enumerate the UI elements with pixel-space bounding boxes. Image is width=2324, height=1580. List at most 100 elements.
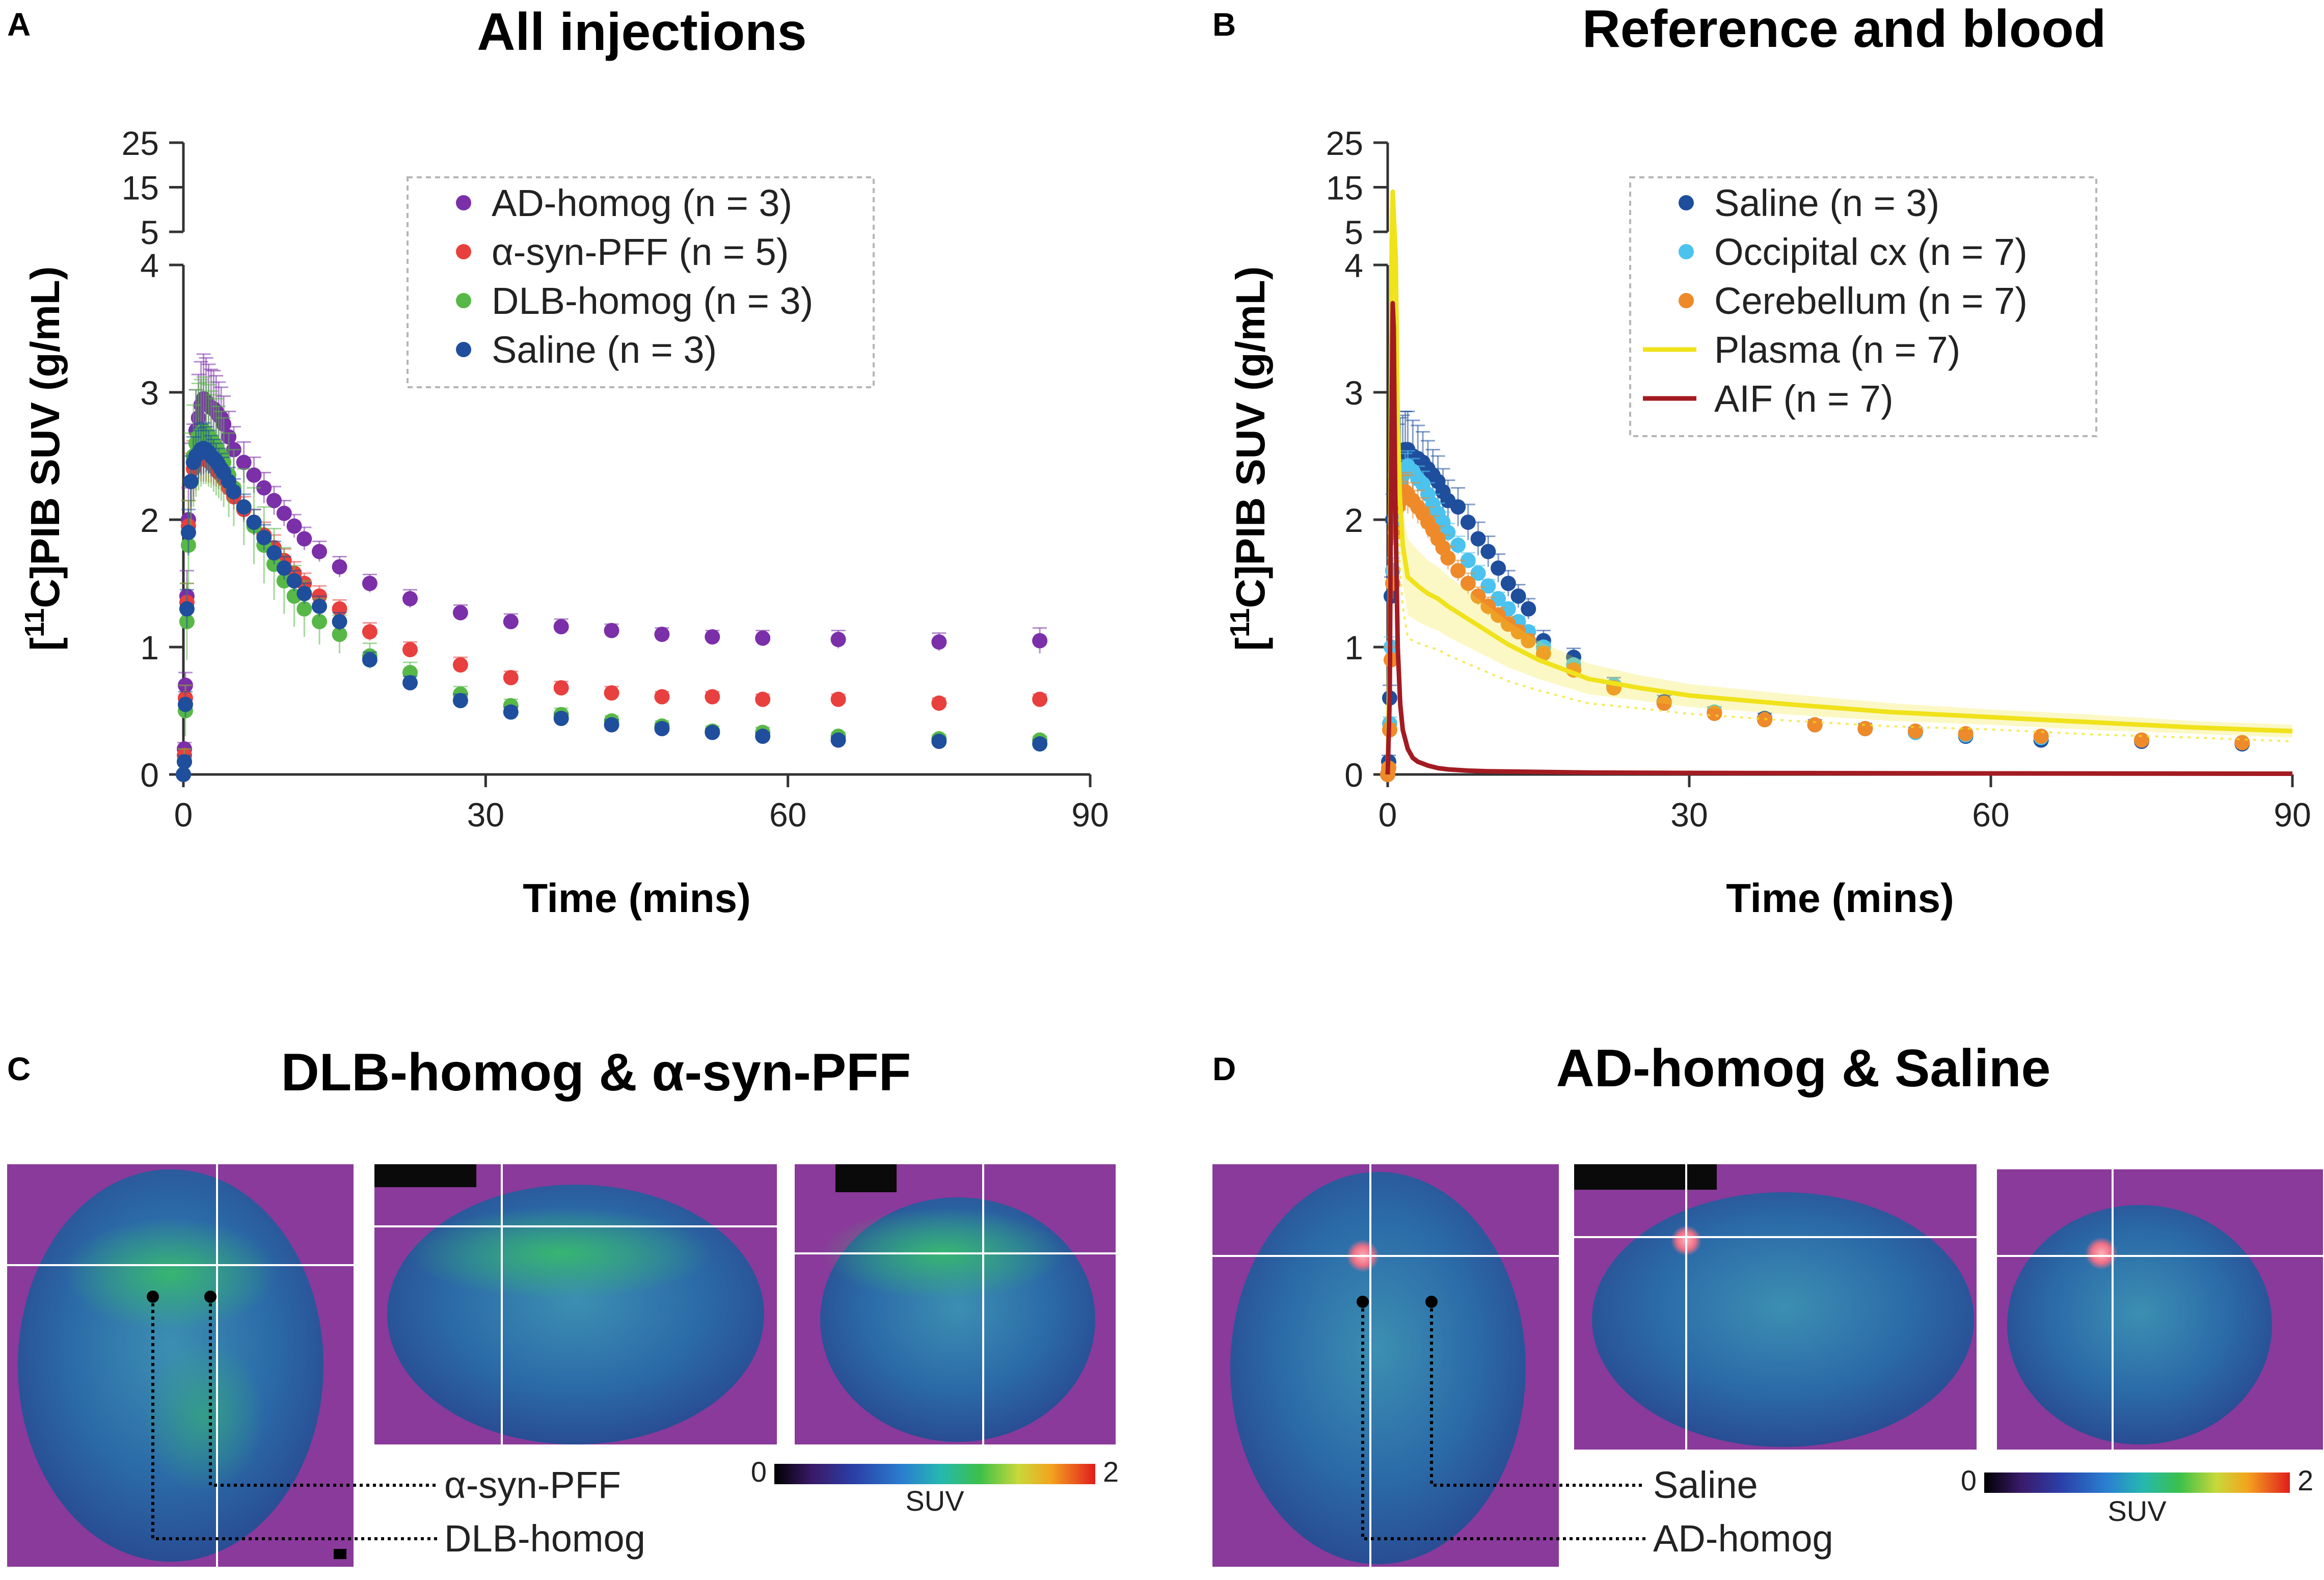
data-point-saline bbox=[1470, 531, 1486, 547]
y-tick-label: 4 bbox=[1344, 247, 1363, 284]
legend-label-occipital: Occipital cx (n = 7) bbox=[1714, 231, 2028, 273]
data-point-asyn_pff bbox=[1032, 691, 1048, 707]
callout-line-d1 bbox=[1430, 1302, 1645, 1487]
x-tick-label: 60 bbox=[1972, 796, 2009, 834]
y-tick-label: 2 bbox=[140, 501, 159, 539]
y-axis-label-b-open: [ bbox=[1228, 637, 1273, 651]
x-tick-label: 90 bbox=[2274, 796, 2311, 834]
legend-label-ad_homog: AD-homog (n = 3) bbox=[492, 182, 792, 224]
panel-label-c: C bbox=[7, 1051, 31, 1087]
panel-title-d: AD-homog & Saline bbox=[1556, 1039, 2051, 1098]
data-point-ad_homog bbox=[246, 467, 262, 483]
data-point-cerebellum bbox=[1510, 624, 1526, 639]
data-point-ad_homog bbox=[830, 632, 846, 647]
colorbar-c-gradient bbox=[774, 1464, 1095, 1484]
data-point-saline bbox=[176, 767, 191, 782]
data-point-ad_homog bbox=[402, 591, 418, 606]
data-point-ad_homog bbox=[256, 480, 272, 496]
colorbar-d-min: 0 bbox=[1961, 1464, 1977, 1496]
data-point-ad_homog bbox=[286, 518, 302, 534]
data-point-dlb_homog bbox=[296, 601, 312, 617]
x-axis-label-b: Time (mins) bbox=[1726, 875, 1954, 921]
data-point-saline bbox=[553, 711, 569, 726]
data-point-saline bbox=[755, 729, 771, 744]
legend-box bbox=[407, 176, 875, 388]
data-point-saline bbox=[1450, 499, 1466, 515]
x-tick-label: 30 bbox=[467, 796, 504, 834]
y-tick-label: 3 bbox=[140, 374, 159, 412]
y-axis-label-a-open: [ bbox=[22, 637, 68, 651]
data-point-saline bbox=[1491, 560, 1506, 576]
data-point-asyn_pff bbox=[705, 689, 720, 705]
data-point-asyn_pff bbox=[604, 685, 619, 701]
data-point-ad_homog bbox=[312, 544, 327, 559]
legend-box bbox=[1629, 176, 2097, 437]
scan-axial-d-brain bbox=[1230, 1172, 1526, 1564]
data-point-saline bbox=[705, 725, 720, 740]
y-tick-label: 1 bbox=[140, 629, 159, 666]
data-point-ad_homog bbox=[266, 493, 282, 508]
scan-label-ad-homog: AD-homog bbox=[1653, 1517, 1833, 1560]
data-point-asyn_pff bbox=[503, 670, 519, 685]
data-point-cerebellum bbox=[1707, 706, 1722, 721]
data-point-asyn_pff bbox=[362, 624, 377, 639]
data-point-ad_homog bbox=[755, 630, 771, 646]
data-point-cerebellum bbox=[1450, 563, 1466, 578]
colorbar-c: 0 2 SUV bbox=[751, 1456, 1119, 1517]
x-tick-label: 90 bbox=[1071, 796, 1109, 834]
panel-label-d: D bbox=[1212, 1051, 1236, 1087]
scan-coronal-d-hotspot bbox=[2085, 1237, 2118, 1270]
chart-title-b: Reference and blood bbox=[1582, 0, 2106, 59]
colorbar-d-label: SUV bbox=[2107, 1495, 2167, 1527]
legend-swatch-asyn_pff bbox=[456, 244, 471, 259]
data-point-saline bbox=[1500, 576, 1516, 591]
data-point-cerebellum bbox=[1908, 724, 1923, 739]
y-tick-label: 2 bbox=[1344, 501, 1363, 539]
x-tick-label: 60 bbox=[769, 796, 806, 834]
y-tick-label: 3 bbox=[1344, 374, 1363, 412]
data-point-ad_homog bbox=[452, 605, 468, 621]
data-point-saline bbox=[362, 652, 377, 667]
callout-line-c2 bbox=[151, 1297, 438, 1540]
callout-line-d2 bbox=[1361, 1302, 1645, 1540]
data-point-saline bbox=[183, 474, 199, 489]
x-tick-label: 0 bbox=[1379, 796, 1397, 834]
y-axis-label-a: [11C]PIB SUV (g/mL) bbox=[19, 266, 68, 651]
y-tick-label-broken: 5 bbox=[140, 213, 159, 251]
colorbar-c-max: 2 bbox=[1103, 1456, 1119, 1488]
legend-swatch-dlb_homog bbox=[456, 293, 471, 308]
x-axis-label-a: Time (mins) bbox=[523, 875, 751, 921]
legend-swatch-saline bbox=[1679, 195, 1694, 210]
legend-b: Saline (n = 3) Occipital cx (n = 7) Cerebe… bbox=[1629, 176, 2097, 437]
legend-swatch-cerebellum bbox=[1679, 293, 1694, 308]
panel-title-c: DLB-homog & α-syn-PFF bbox=[281, 1043, 911, 1102]
callouts-d: Saline AD-homog bbox=[1357, 1296, 1833, 1560]
data-point-saline bbox=[830, 732, 846, 748]
data-point-asyn_pff bbox=[402, 642, 418, 657]
scan-label-asyn-pff: α-syn-PFF bbox=[444, 1464, 621, 1506]
data-point-saline bbox=[286, 573, 302, 588]
data-point-cerebellum bbox=[1857, 721, 1873, 736]
data-point-cerebellum bbox=[2033, 729, 2049, 744]
y-tick-label-broken: 25 bbox=[1326, 124, 1363, 162]
data-point-ad_homog bbox=[236, 454, 252, 470]
y-axis-label-b: [11C]PIB SUV (g/mL) bbox=[1225, 266, 1273, 651]
data-point-saline bbox=[180, 525, 196, 540]
panel-a: A All injections 0 30 60 90 0 1 2 3 45 15 25 AD-ho… bbox=[7, 3, 1109, 921]
series-line-aif bbox=[1385, 301, 2293, 776]
y-tick-label: 1 bbox=[1344, 629, 1363, 666]
data-point-ad_homog bbox=[1032, 633, 1048, 649]
data-point-saline bbox=[1032, 736, 1048, 752]
legend-label-aif: AIF (n = 7) bbox=[1714, 378, 1894, 420]
y-axis-label-a-rest: C]PIB SUV (g/mL) bbox=[22, 266, 68, 608]
y-tick-label: 4 bbox=[140, 247, 159, 284]
y-axis-label-b-sup: 11 bbox=[1225, 608, 1255, 637]
scan-sagittal-d-brain bbox=[1592, 1192, 1974, 1447]
colorbar-d: 0 2 SUV bbox=[1961, 1464, 2313, 1527]
data-point-dlb_homog bbox=[332, 627, 347, 642]
data-point-asyn_pff bbox=[931, 695, 947, 711]
data-point-saline bbox=[236, 499, 252, 515]
scan-sagittal-d bbox=[1574, 1164, 1977, 1450]
legend-swatch-saline bbox=[456, 342, 471, 357]
